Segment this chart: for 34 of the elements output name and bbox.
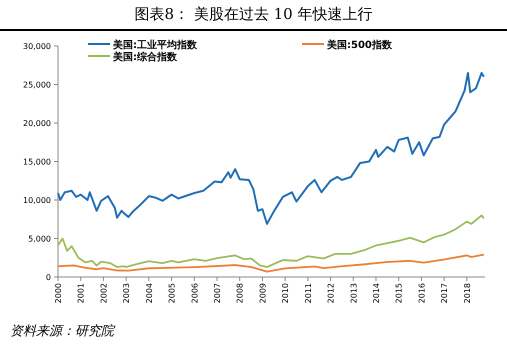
chart-title: 图表8： 美股在过去 10 年快速上行	[134, 5, 372, 23]
x-tick-label: 2002	[99, 283, 108, 304]
line-series	[57, 254, 485, 273]
legend-label: 美国:500指数	[326, 39, 393, 51]
y-tick-label: 0	[46, 273, 51, 282]
legend-label: 美国:综合指数	[112, 51, 178, 63]
line-series	[57, 72, 485, 225]
x-tick-label: 2007	[212, 283, 222, 304]
x-tick-label: 2016	[417, 283, 426, 304]
x-tick-label: 2009	[258, 283, 268, 304]
y-tick-label: 15,000	[23, 158, 51, 166]
x-tick-label: 2013	[349, 283, 358, 304]
x-tick-label: 2004	[144, 283, 154, 304]
x-tick-label: 2011	[304, 283, 313, 304]
x-tick-label: 2014	[372, 283, 381, 304]
x-tick-label: 2010	[281, 283, 290, 304]
y-tick-label: 25,000	[23, 80, 51, 90]
x-tick-label: 2005	[168, 283, 177, 304]
x-tick-label: 2008	[236, 283, 245, 304]
legend-label: 美国:工业平均指数	[112, 39, 198, 51]
y-tick-label: 5,000	[28, 234, 51, 244]
y-tick-label: 10,000	[23, 196, 51, 205]
line-series	[57, 214, 485, 268]
y-tick-label: 30,000	[23, 42, 51, 51]
x-tick-label: 2015	[394, 283, 404, 304]
x-tick-label: 2000	[54, 283, 63, 304]
x-tick-label: 2018	[462, 283, 472, 304]
x-tick-label: 2017	[440, 283, 450, 304]
x-tick-label: 2006	[190, 283, 200, 304]
x-tick-label: 2001	[76, 283, 86, 304]
x-tick-label: 2003	[122, 283, 132, 304]
text: 资料来源：研究院	[10, 324, 116, 339]
y-tick-label: 20,000	[23, 119, 51, 128]
x-tick-label: 2012	[326, 283, 336, 304]
